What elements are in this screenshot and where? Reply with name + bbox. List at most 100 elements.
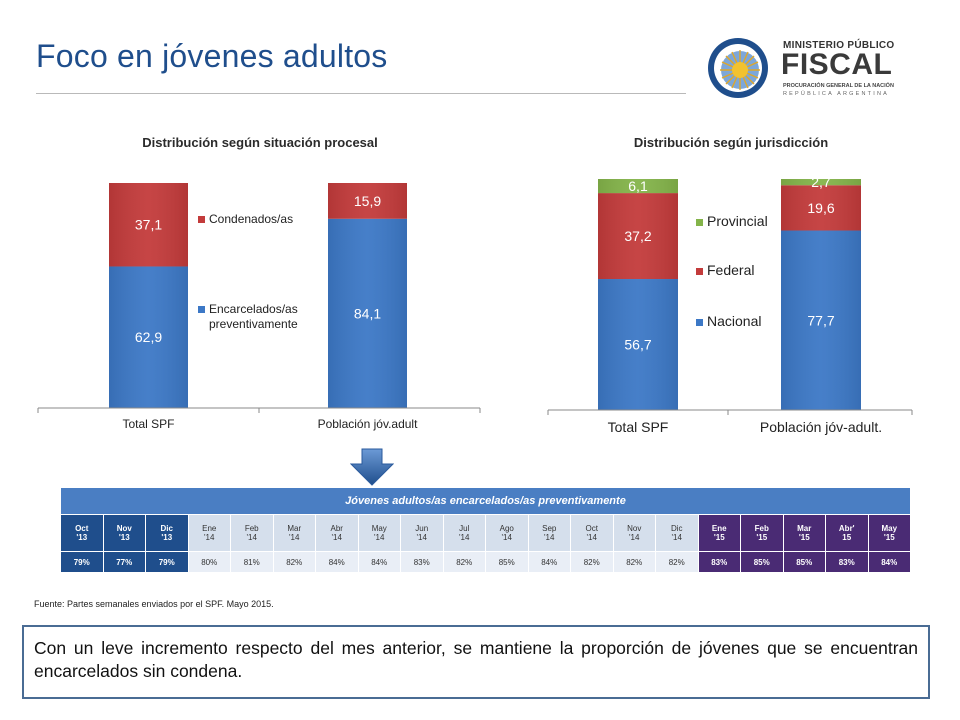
data-label: 37,2 — [624, 228, 651, 244]
month-year: '14 — [246, 533, 257, 542]
month-name: Jun — [415, 524, 429, 533]
sun-emblem-icon — [708, 38, 768, 98]
month-header: Nov '13 — [102, 514, 146, 552]
month-year: '14 — [416, 533, 427, 542]
month-year: '14 — [501, 533, 512, 542]
legend-label: Federal — [707, 262, 754, 278]
month-name: Ago — [499, 524, 514, 533]
month-header: Oct '14 — [570, 514, 614, 552]
month-value: 85% — [485, 551, 529, 573]
month-name: Feb — [754, 524, 769, 533]
month-year: '14 — [586, 533, 597, 542]
month-header: Mar '14 — [272, 514, 316, 552]
category-label: Población jóv.adult — [318, 417, 419, 431]
month-header: Feb '15 — [740, 514, 784, 552]
data-label: 15,9 — [354, 193, 381, 209]
month-value: 81% — [230, 551, 274, 573]
month-value: 83% — [825, 551, 869, 573]
month-value: 82% — [612, 551, 656, 573]
month-year: '15 — [883, 533, 895, 542]
month-name: Sep — [542, 524, 557, 533]
data-label: 37,1 — [135, 217, 162, 233]
table-caption: Jóvenes adultos/as encarcelados/as preve… — [60, 487, 911, 515]
month-year: '14 — [204, 533, 215, 542]
month-year: '13 — [76, 533, 88, 542]
month-year: '14 — [331, 533, 342, 542]
month-header: Dic '13 — [145, 514, 189, 552]
month-value: 82% — [570, 551, 614, 573]
legend-label: Provincial — [707, 213, 768, 229]
month-header: Ene '15 — [697, 514, 741, 552]
bar-segment-shade — [328, 218, 407, 408]
data-label: 56,7 — [624, 337, 651, 353]
summary-box: Con un leve incremento respecto del mes … — [22, 625, 930, 699]
month-value: 84% — [867, 551, 911, 573]
data-label: 84,1 — [354, 305, 381, 321]
chart-title: Distribución según situación procesal — [142, 135, 378, 150]
month-name: Dic — [670, 524, 683, 533]
page-title: Foco en jóvenes adultos — [36, 38, 388, 74]
bar-segment-shade — [109, 183, 188, 267]
month-header: Dic '14 — [655, 514, 699, 552]
month-name: Oct — [585, 524, 598, 533]
bar-segment-shade — [781, 230, 861, 410]
legend-label: Encarcelados/as — [209, 302, 298, 316]
source-note: Fuente: Partes semanales enviados por el… — [34, 599, 274, 609]
chart-title: Distribución según jurisdicción — [634, 135, 828, 150]
month-name: Mar — [797, 524, 812, 533]
legend-label: Condenados/as — [209, 212, 293, 226]
month-name: Dic — [160, 524, 173, 533]
month-year: '15 — [798, 533, 810, 542]
month-value: 80% — [187, 551, 231, 573]
bar-segment-shade — [598, 193, 678, 280]
month-name: Nov — [116, 524, 132, 533]
month-year: '14 — [459, 533, 470, 542]
month-value: 84% — [315, 551, 359, 573]
bar-segment-shade — [781, 179, 861, 186]
bar-segment-shade — [781, 185, 861, 231]
month-year: '13 — [118, 533, 130, 542]
data-label: 77,7 — [807, 312, 834, 328]
legend-swatch — [198, 306, 205, 313]
month-header: May '15 — [867, 514, 911, 552]
month-year: '14 — [289, 533, 300, 542]
month-year: '15 — [756, 533, 768, 542]
logo-line-1: MINISTERIO PÚBLICO — [783, 40, 895, 51]
month-year: '13 — [161, 533, 173, 542]
month-year: '14 — [374, 533, 385, 542]
bar-segment-shade — [109, 266, 188, 408]
month-name: Nov — [627, 524, 642, 533]
logo-line-4: REPÚBLICA ARGENTINA — [783, 91, 889, 97]
month-value: 82% — [442, 551, 486, 573]
legend-swatch — [696, 268, 703, 275]
down-arrow-icon — [350, 448, 394, 486]
legend-swatch — [198, 216, 205, 223]
month-value: 85% — [782, 551, 826, 573]
month-name: Abr' — [838, 524, 855, 533]
category-label: Total SPF — [122, 417, 174, 431]
month-name: Ene — [202, 524, 217, 533]
month-name: May — [371, 524, 387, 533]
month-value: 83% — [400, 551, 444, 573]
month-name: Abr — [330, 524, 343, 533]
data-label: 2,7 — [811, 174, 831, 190]
month-year: '14 — [671, 533, 682, 542]
month-year: '15 — [713, 533, 725, 542]
month-name: Ene — [711, 524, 727, 533]
month-header: Oct '13 — [60, 514, 104, 552]
month-value: 83% — [697, 551, 741, 573]
charts-canvas: Distribución según situación procesal 62,… — [37, 135, 913, 435]
month-name: Jul — [459, 524, 470, 533]
data-label: 62,9 — [135, 329, 162, 345]
month-header: Abr '14 — [315, 514, 359, 552]
month-header: Ago '14 — [485, 514, 529, 552]
data-label: 6,1 — [628, 178, 648, 194]
category-label: Total SPF — [608, 419, 669, 435]
month-name: Feb — [244, 524, 259, 533]
logo-line-2: FISCAL — [781, 48, 893, 81]
month-header: Jul '14 — [442, 514, 486, 552]
monthly-table: Jóvenes adultos/as encarcelados/as preve… — [60, 487, 911, 573]
month-value: 85% — [740, 551, 784, 573]
legend-label: Nacional — [707, 313, 761, 329]
category-label: Población jóv-adult. — [760, 419, 882, 435]
